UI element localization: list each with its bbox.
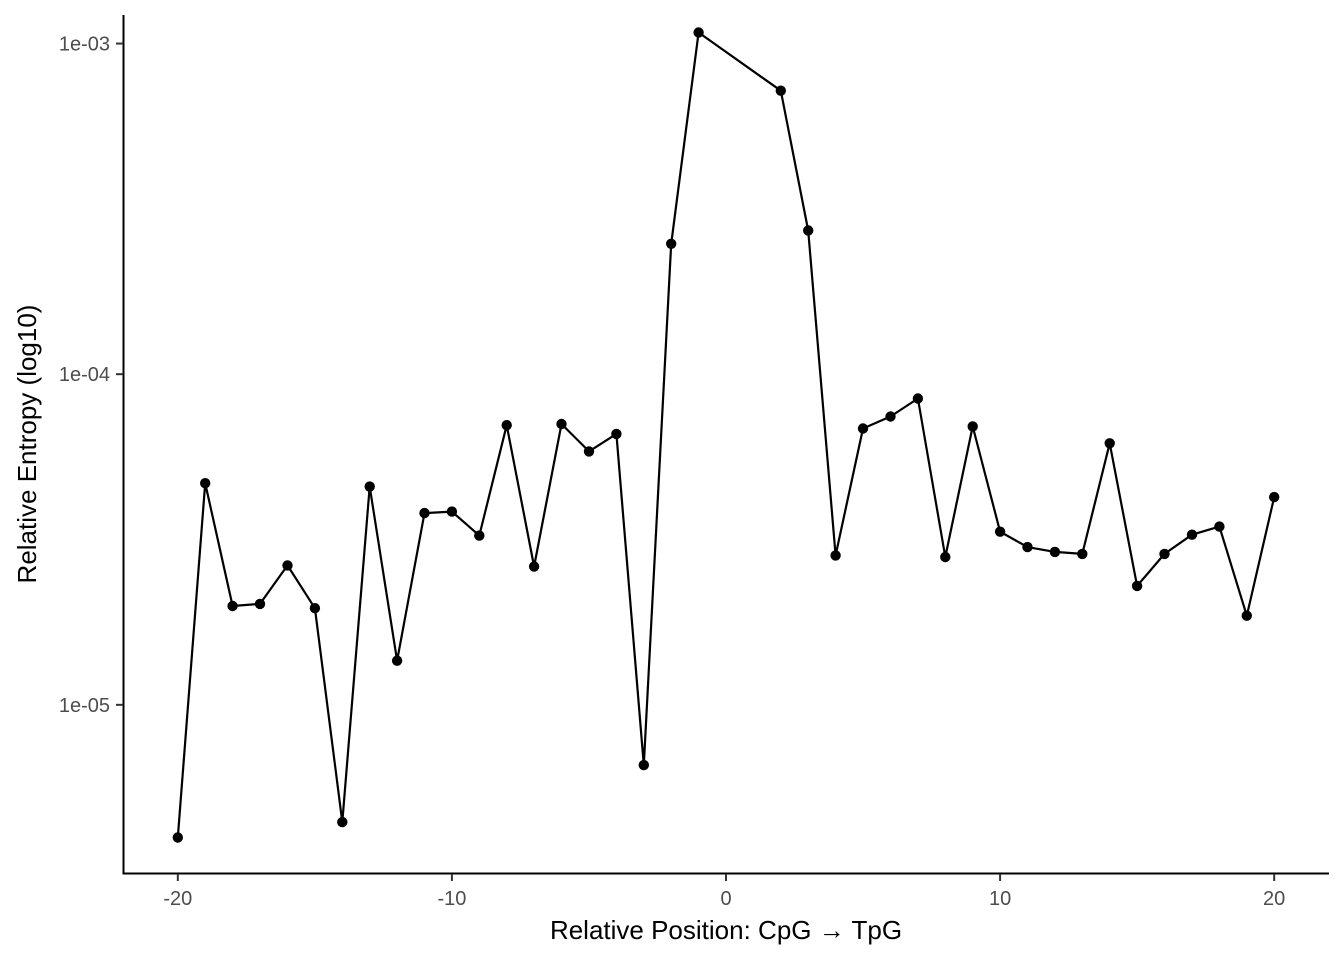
data-point: [830, 550, 841, 561]
data-point: [1022, 541, 1033, 553]
data-point: [1104, 438, 1115, 449]
data-point: [200, 478, 211, 489]
data-point: [994, 526, 1006, 537]
data-point: [391, 655, 403, 666]
data-point: [857, 423, 869, 434]
data-point: [638, 759, 649, 771]
y-tick-label: 1e-03: [59, 34, 110, 56]
data-point: [419, 507, 430, 519]
data-point: [1159, 548, 1170, 560]
data-point: [282, 560, 293, 571]
data-point: [1186, 529, 1198, 540]
y-tick-label: 1e-04: [59, 364, 110, 386]
data-point: [227, 600, 238, 612]
data-point: [1077, 548, 1088, 560]
data-point: [172, 832, 183, 843]
y-axis-ticks: 1e-05 1e-04 1e-03: [59, 34, 123, 717]
x-tick-label: 20: [1263, 888, 1285, 910]
y-tick-label: 1e-05: [59, 695, 110, 717]
data-point: [337, 816, 348, 828]
data-point: [666, 238, 677, 249]
data-point: [611, 428, 622, 440]
data-point: [693, 27, 704, 38]
x-tick-label: -10: [437, 888, 466, 910]
x-axis-ticks: -20 -10 0 10 20: [163, 874, 1285, 910]
data-point: [1049, 546, 1061, 558]
x-tick-label: -20: [163, 888, 192, 910]
x-axis-title: Relative Position: CpG → TpG: [550, 915, 902, 945]
data-point: [775, 85, 786, 96]
data-point: [446, 506, 458, 517]
data-point: [1131, 580, 1143, 592]
data-point: [1241, 610, 1253, 621]
data-point: [1214, 521, 1225, 532]
data-point: [583, 446, 595, 457]
y-axis-title: Relative Entropy (log10): [12, 305, 42, 584]
x-tick-label: 0: [720, 888, 731, 910]
data-point: [1269, 491, 1280, 503]
data-point: [940, 551, 951, 563]
data-point: [556, 418, 567, 430]
data-point: [803, 225, 814, 236]
data-point: [501, 420, 512, 431]
data-point: [912, 393, 924, 404]
data-point: [364, 481, 375, 492]
x-tick-label: 10: [989, 888, 1011, 910]
data-point: [309, 603, 321, 614]
data-point: [254, 598, 266, 610]
data-layer: [172, 27, 1280, 843]
data-point: [528, 561, 540, 572]
data-point: [474, 530, 485, 541]
data-point: [967, 421, 978, 432]
data-point: [885, 411, 896, 422]
